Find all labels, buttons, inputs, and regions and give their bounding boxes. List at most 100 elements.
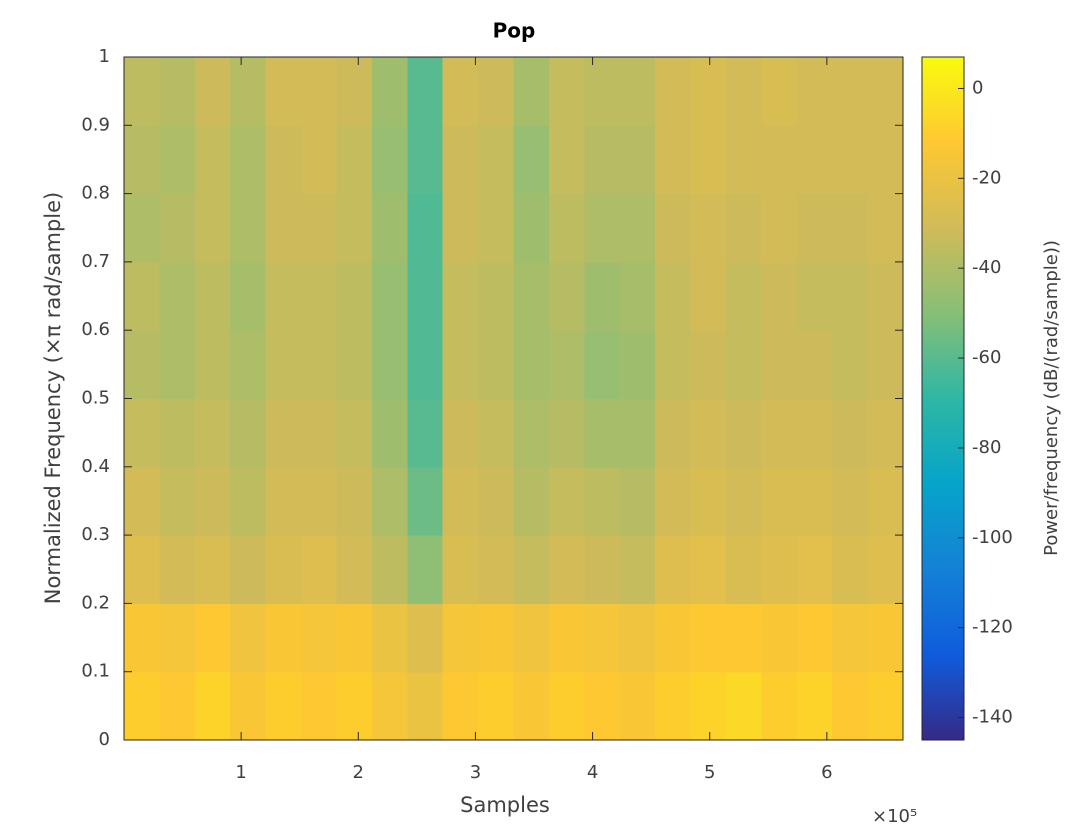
heatmap-cell [194, 671, 231, 741]
heatmap-cell [725, 466, 762, 536]
heatmap-cell [796, 535, 833, 604]
heatmap-cell [725, 603, 762, 673]
heatmap-cell [690, 603, 727, 673]
y-tick-label: 0.6 [81, 319, 110, 340]
heatmap-cell [194, 125, 231, 195]
heatmap-cell [194, 535, 231, 604]
heatmap-cell [124, 398, 161, 468]
heatmap-cell [725, 330, 762, 400]
x-exponent: ×10⁵ [872, 806, 917, 827]
heatmap-cell [548, 330, 585, 400]
heatmap-cell [832, 57, 869, 126]
heatmap-cell [301, 125, 338, 195]
heatmap-cell [655, 330, 692, 400]
heatmap-cell [230, 57, 267, 126]
y-tick-label: 0.9 [81, 114, 110, 135]
heatmap-cell [513, 57, 550, 126]
heatmap-cell [407, 330, 444, 400]
colorbar-label: Power/frequency (dB/(rad/sample)) [1041, 240, 1062, 556]
heatmap-cell [513, 466, 550, 536]
heatmap-cell [336, 535, 373, 604]
heatmap-cell [832, 535, 869, 604]
heatmap-cell [725, 671, 762, 741]
y-tick-label: 0.5 [81, 388, 110, 409]
heatmap-cell [584, 535, 621, 604]
heatmap-cell [301, 57, 338, 126]
heatmap-cell [371, 193, 408, 263]
y-tick-label: 0.2 [81, 592, 110, 613]
heatmap-cell [619, 466, 656, 536]
heatmap-cell [194, 330, 231, 400]
heatmap-cell [371, 330, 408, 400]
heatmap-cell [548, 466, 585, 536]
heatmap-cell [442, 466, 479, 536]
heatmap-cell [761, 261, 798, 331]
heatmap-cell [584, 261, 621, 331]
heatmap-cell [336, 398, 373, 468]
heatmap-cell [194, 57, 231, 126]
heatmap-cell [230, 535, 267, 604]
heatmap-cell [230, 330, 267, 400]
colorbar-tick-label: 0 [972, 77, 983, 98]
y-axis-label: Normalized Frequency (×π rad/sample) [41, 192, 65, 604]
heatmap-cell [761, 125, 798, 195]
heatmap-cell [230, 261, 267, 331]
heatmap-cell [584, 193, 621, 263]
heatmap-cell [124, 466, 161, 536]
heatmap-cell [761, 193, 798, 263]
heatmap [124, 57, 904, 741]
heatmap-cell [725, 193, 762, 263]
heatmap-cell [230, 398, 267, 468]
heatmap-cell [124, 125, 161, 195]
heatmap-cell [832, 671, 869, 741]
heatmap-cell [407, 261, 444, 331]
heatmap-cell [725, 398, 762, 468]
heatmap-cell [761, 398, 798, 468]
heatmap-cell [619, 398, 656, 468]
colorbar-tick-label: -20 [972, 167, 1001, 188]
heatmap-cell [548, 125, 585, 195]
heatmap-cell [867, 57, 904, 126]
heatmap-cell [407, 603, 444, 673]
heatmap-cell [690, 398, 727, 468]
heatmap-cell [796, 193, 833, 263]
y-tick-label: 0.8 [81, 183, 110, 204]
x-tick-label: 4 [587, 762, 598, 783]
heatmap-cell [690, 330, 727, 400]
heatmap-cell [442, 671, 479, 741]
heatmap-cell [478, 330, 515, 400]
heatmap-cell [478, 261, 515, 331]
heatmap-cell [867, 261, 904, 331]
x-tick-label: 5 [704, 762, 715, 783]
heatmap-cell [478, 193, 515, 263]
heatmap-cell [301, 466, 338, 536]
heatmap-cell [124, 535, 161, 604]
heatmap-cell [867, 603, 904, 673]
heatmap-cell [265, 535, 302, 604]
heatmap-cell [159, 535, 196, 604]
heatmap-cell [655, 603, 692, 673]
heatmap-cell [832, 193, 869, 263]
heatmap-cell [513, 193, 550, 263]
heatmap-cell [725, 125, 762, 195]
colorbar-tick-label: -100 [972, 527, 1013, 548]
heatmap-cell [548, 193, 585, 263]
colorbar-tick-label: -80 [972, 437, 1001, 458]
heatmap-cell [513, 603, 550, 673]
heatmap-cell [265, 125, 302, 195]
heatmap-cell [124, 603, 161, 673]
heatmap-cell [867, 535, 904, 604]
x-tick-label: 3 [470, 762, 481, 783]
heatmap-cell [265, 466, 302, 536]
heatmap-cell [832, 261, 869, 331]
heatmap-cell [442, 330, 479, 400]
heatmap-cell [619, 57, 656, 126]
heatmap-cell [265, 261, 302, 331]
heatmap-cell [690, 193, 727, 263]
heatmap-cell [371, 466, 408, 536]
colorbar-tick-label: -120 [972, 617, 1013, 638]
heatmap-cell [796, 603, 833, 673]
heatmap-cell [655, 466, 692, 536]
heatmap-cell [159, 671, 196, 741]
heatmap-cell [796, 57, 833, 126]
